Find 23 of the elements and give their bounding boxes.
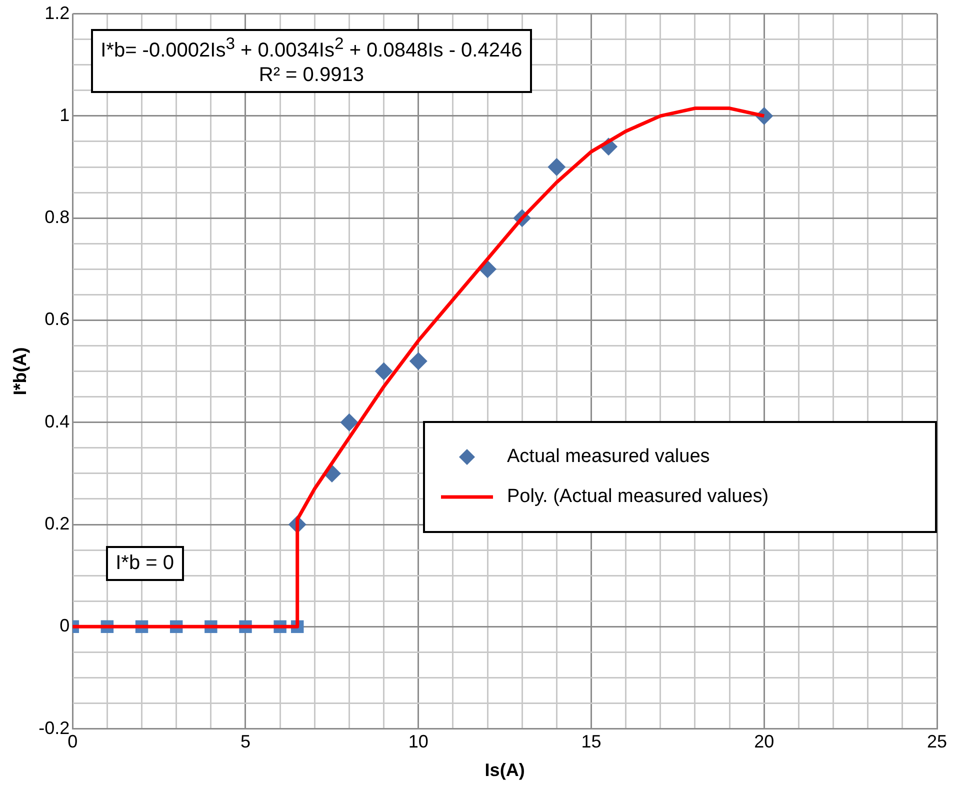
y-tick-label: 0.4 [44,411,70,432]
x-axis-title: Is(A) [484,760,525,780]
y-tick-label: 0 [60,616,70,636]
y-tick-label: -0.2 [38,718,70,738]
annotation: I*b = 0 [106,546,184,582]
y-tick-label: 0.8 [44,207,70,228]
x-tick-label: 10 [408,732,428,752]
y-tick-label: 0.2 [44,513,70,534]
point [548,158,566,176]
legend-label: Actual measured values [507,446,710,468]
y-axis-title: I*b(A) [10,347,30,396]
y-tick-label: 1.2 [44,2,70,23]
point [374,362,393,380]
annotation: I*b= -0.0002Is$^{3}$ + 0.0034Is$^{2}$ + 0.0848Is - 0.4246 R² = 0.9913 [90,28,532,94]
x-tick-label: 5 [240,732,250,752]
y-tick-label: 0.6 [44,309,70,330]
legend-label: Poly. (Actual measured values) [507,486,769,508]
point [340,413,358,432]
x-tick-label: 20 [754,732,774,752]
x-tick-label: 15 [581,732,602,752]
point [409,352,428,370]
x-tick-label: 25 [926,732,948,752]
y-tick-label: 1 [60,104,70,125]
